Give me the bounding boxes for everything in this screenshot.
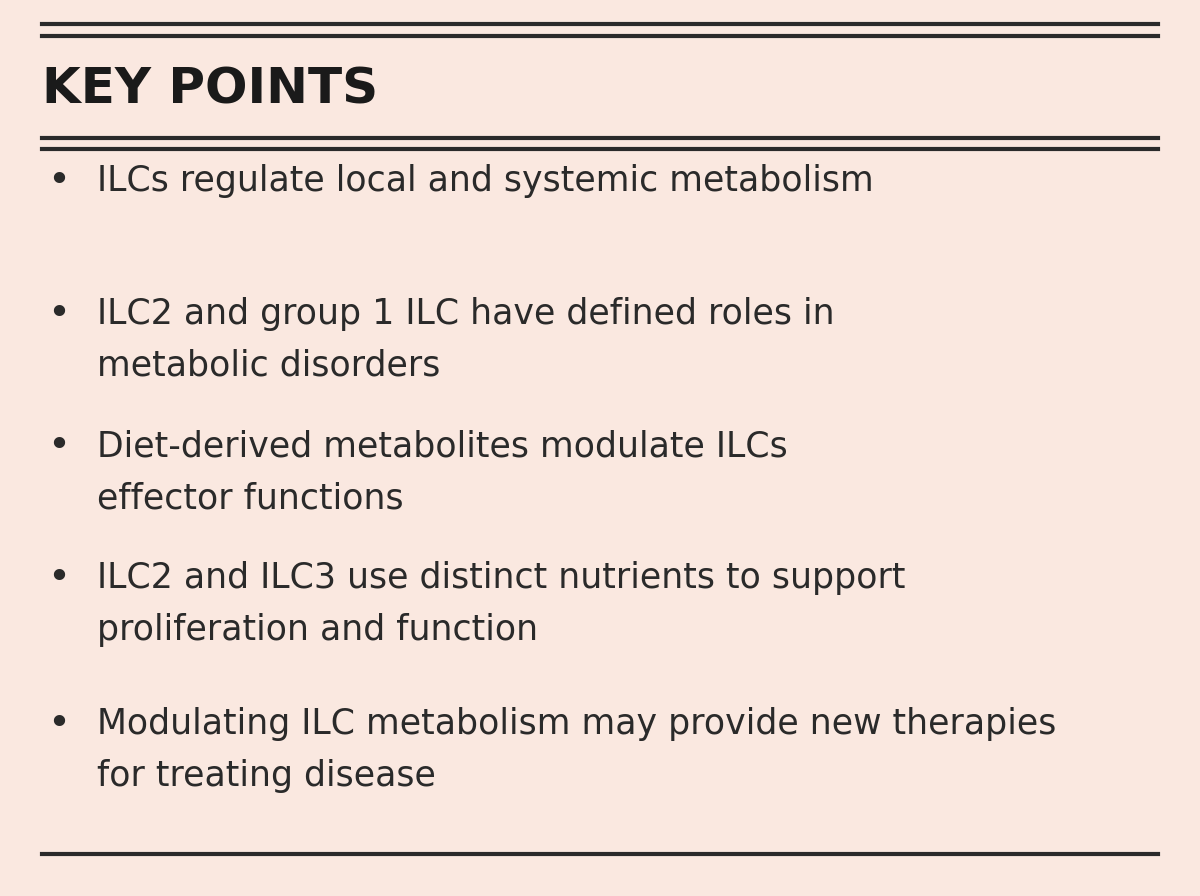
Text: KEY POINTS: KEY POINTS [42,65,378,113]
Text: proliferation and function: proliferation and function [97,613,538,647]
Text: metabolic disorders: metabolic disorders [97,349,440,383]
Text: effector functions: effector functions [97,481,403,515]
Text: ILCs regulate local and systemic metabolism: ILCs regulate local and systemic metabol… [97,164,874,198]
Text: ILC2 and ILC3 use distinct nutrients to support: ILC2 and ILC3 use distinct nutrients to … [97,561,906,595]
Text: •: • [47,162,70,200]
Text: •: • [47,295,70,333]
Text: ILC2 and group 1 ILC have defined roles in: ILC2 and group 1 ILC have defined roles … [97,297,835,331]
Text: for treating disease: for treating disease [97,759,436,793]
Text: Modulating ILC metabolism may provide new therapies: Modulating ILC metabolism may provide ne… [97,707,1056,741]
Text: Diet-derived metabolites modulate ILCs: Diet-derived metabolites modulate ILCs [97,429,787,463]
Text: •: • [47,427,70,465]
Text: •: • [47,559,70,597]
Text: •: • [47,705,70,743]
